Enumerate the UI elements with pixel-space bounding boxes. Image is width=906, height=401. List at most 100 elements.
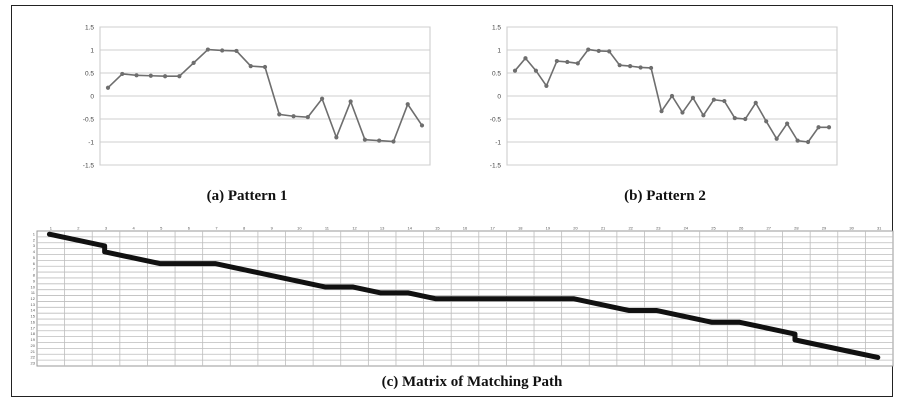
column-label: 31 [877,226,882,231]
data-point [362,137,368,142]
column-label: 12 [352,226,357,231]
figure-frame [11,5,893,397]
data-point [177,74,182,79]
row-label: 12 [31,296,36,301]
column-label: 5 [160,226,163,231]
data-point [816,125,821,130]
y-tick-label: -0.5 [83,117,95,124]
column-label: 6 [188,226,191,231]
y-tick-label: -1.5 [490,163,502,170]
data-point [638,65,643,70]
y-tick-label: 0 [90,94,94,101]
row-label: 22 [31,355,36,360]
row-label: 23 [31,361,36,366]
data-point [191,60,196,65]
data-point [596,48,601,54]
data-point [234,48,239,54]
column-label: 4 [133,226,136,231]
column-label: 14 [408,226,413,231]
data-point [248,64,253,69]
row-label: 1 [33,231,36,236]
data-point [348,99,353,104]
data-point [785,121,790,126]
column-label: 20 [573,226,578,231]
data-point [391,139,396,144]
row-label: 5 [33,255,36,260]
column-label: 29 [822,226,827,231]
data-point [575,61,580,66]
data-point [617,63,622,68]
data-point [565,59,570,65]
column-label: 2 [77,226,80,231]
chart-caption: (b) Pattern 2 [624,188,706,204]
row-label: 6 [33,261,36,266]
data-point [701,113,706,118]
row-label: 4 [33,249,36,254]
column-label: 30 [849,226,854,231]
column-label: 3 [105,226,108,231]
column-label: 8 [243,226,246,231]
data-point [711,97,716,102]
chart-caption: (a) Pattern 1 [207,188,288,204]
column-label: 18 [518,226,523,231]
column-label: 17 [490,226,495,231]
data-point [523,56,528,61]
column-label: 28 [794,226,799,231]
pattern-1-chart: 1.5 1 0.5 0 -0.5 -1 -1.5 (a) Pattern 1 [83,25,431,204]
column-label: 9 [271,226,274,231]
column-label: 11 [325,226,330,231]
column-label: 16 [463,226,468,231]
data-point [680,110,685,115]
data-point [774,136,779,141]
y-tick-label: 0 [497,94,501,101]
row-label: 8 [33,273,36,278]
row-label: 10 [31,284,36,289]
y-tick-label: -1.5 [83,163,95,170]
row-label: 7 [33,267,36,272]
y-tick-label: 1 [497,48,501,55]
data-point [305,115,310,120]
data-point [544,83,549,88]
row-label: 20 [31,343,36,348]
data-point [659,109,664,114]
column-label: 15 [435,226,440,231]
data-point [533,68,539,73]
data-point [262,64,268,70]
data-point [148,73,153,78]
column-label: 7 [215,226,218,231]
row-label: 21 [31,349,36,354]
data-point [554,58,559,64]
row-label: 17 [31,325,36,330]
column-label: 21 [601,226,606,231]
row-label: 16 [31,319,36,324]
data-point [120,71,125,77]
data-point [134,73,139,78]
row-label: 13 [31,302,36,307]
data-point [732,115,737,121]
data-point [669,93,675,99]
data-point [205,47,211,52]
column-label: 22 [628,226,633,231]
data-point [419,123,425,128]
data-point [607,49,612,54]
data-point [805,139,811,145]
row-label: 15 [31,314,36,319]
data-point [764,119,769,124]
column-label: 23 [656,226,661,231]
data-point [628,64,633,69]
column-label: 19 [546,226,551,231]
column-label: 1 [50,226,53,231]
data-point [291,114,296,119]
data-point [826,125,832,130]
data-point [334,135,339,140]
data-point [319,96,325,101]
y-tick-label: 1.5 [492,25,501,32]
y-tick-label: 1.5 [85,25,94,32]
column-label: 26 [739,226,744,231]
data-point [586,47,591,52]
data-point [277,112,282,117]
column-label: 13 [380,226,385,231]
y-tick-label: -1 [88,140,94,147]
data-point [795,138,800,143]
